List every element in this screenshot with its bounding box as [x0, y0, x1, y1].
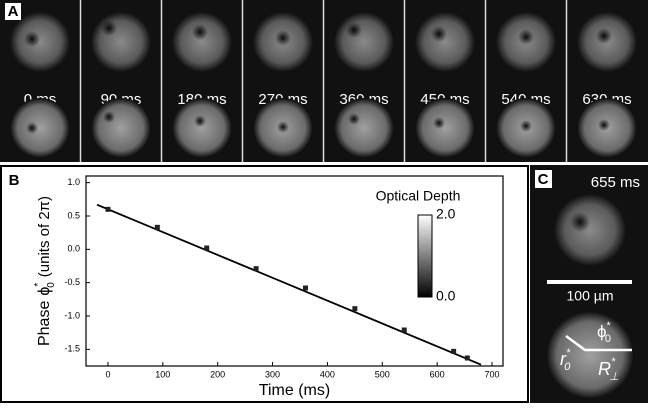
- vortex: [192, 24, 208, 40]
- vortex: [520, 120, 532, 132]
- data-point: [253, 266, 259, 272]
- data-point: [352, 306, 358, 312]
- symbol: R: [598, 359, 611, 379]
- y-tick-label: -1.0: [64, 310, 80, 320]
- panel-b-frame: [0, 165, 529, 403]
- panel-label-bg: [5, 3, 21, 20]
- data-point: [105, 206, 111, 212]
- vortex: [570, 212, 590, 232]
- cloud-model: [91, 98, 151, 158]
- data-point: [451, 348, 457, 354]
- vortex: [348, 113, 360, 125]
- sub: 0: [605, 333, 611, 345]
- cloud-image: [172, 12, 232, 72]
- x-tick-label: 400: [320, 369, 335, 379]
- plot-frame: [85, 175, 504, 367]
- data-point: [464, 355, 470, 361]
- geometry-lines: [565, 334, 632, 352]
- annotation: R* ⊥: [598, 356, 619, 383]
- panel-label: A: [8, 3, 19, 20]
- scale-label: 100 µm: [567, 288, 614, 304]
- annotation: r* 0: [560, 347, 571, 373]
- cloud-image: [10, 12, 70, 72]
- y-tick-label: -0.5: [64, 277, 80, 287]
- vortex: [277, 121, 289, 133]
- cloud-model: [172, 98, 232, 158]
- data-point: [302, 285, 308, 291]
- x-axis-label: Time (ms): [259, 382, 330, 399]
- fit-line: [96, 203, 482, 366]
- annotation: ϕ* 0: [597, 320, 612, 345]
- sup: *: [607, 320, 612, 332]
- symbol: ϕ: [597, 322, 607, 341]
- vortex: [431, 26, 447, 42]
- vortex: [194, 115, 206, 127]
- cloud-image: [415, 12, 475, 72]
- x-tick-label: 100: [155, 369, 170, 379]
- vortex: [26, 122, 38, 134]
- cloud-image: [91, 12, 151, 72]
- sub: ⊥: [609, 371, 619, 383]
- y-tick-label: 0.0: [67, 244, 80, 254]
- symbol: r: [560, 349, 567, 369]
- vortex: [346, 22, 362, 38]
- sub: 0: [564, 361, 571, 373]
- y-axis-label: Phase ϕ* 0 (units of 2π): [33, 196, 57, 346]
- cloud-model: [10, 98, 70, 158]
- y-tick-label: -1.5: [64, 344, 80, 354]
- vortex: [101, 20, 117, 36]
- cloud-image: [554, 194, 626, 266]
- colorbar-max: 2.0: [436, 206, 456, 222]
- vortex: [275, 30, 291, 46]
- y-label-part: ϕ: [36, 287, 53, 296]
- panel-label-bg: [535, 170, 552, 188]
- vortex: [24, 31, 40, 47]
- y-tick-label: 0.5: [67, 210, 80, 220]
- cloud-model: [546, 311, 634, 399]
- vortex: [433, 117, 445, 129]
- x-tick-label: 200: [210, 369, 225, 379]
- x-tick-label: 700: [485, 369, 500, 379]
- data-point: [401, 327, 407, 333]
- colorbar-min: 0.0: [436, 288, 456, 304]
- x-tick-label: 500: [375, 369, 390, 379]
- cloud-image: [334, 12, 394, 72]
- y-label-part: *: [33, 283, 44, 287]
- vortex: [518, 29, 534, 45]
- cloud-model: [415, 98, 475, 158]
- panel-label: C: [538, 171, 549, 188]
- data-point: [154, 224, 160, 230]
- panel-label: B: [9, 172, 20, 189]
- data-point: [204, 245, 210, 251]
- vortex: [596, 28, 612, 44]
- y-label-part: (units of 2π): [36, 196, 53, 277]
- sup: *: [611, 356, 616, 368]
- x-tick-label: 0: [105, 369, 110, 379]
- vortex: [103, 111, 115, 123]
- sup: *: [566, 347, 571, 359]
- colorbar-title: Optical Depth: [376, 188, 461, 204]
- y-tick-label: 1.0: [67, 177, 80, 187]
- x-tick-label: 300: [265, 369, 280, 379]
- panel-b: 0 100 200 300 400 500 600 700 1.0 0.5 0.0 -0.5 -1.0 -…: [33, 175, 504, 399]
- colorbar: [417, 214, 433, 298]
- y-label-part: 0: [46, 282, 57, 288]
- frame-time: 655 ms: [591, 174, 640, 191]
- x-tick-label: 600: [430, 369, 445, 379]
- vortex: [598, 119, 610, 131]
- panel-a: 0 ms90 ms180 ms270 ms360 ms450 ms540 ms6…: [10, 0, 637, 162]
- y-label-part: Phase: [36, 301, 53, 346]
- cloud-model: [334, 98, 394, 158]
